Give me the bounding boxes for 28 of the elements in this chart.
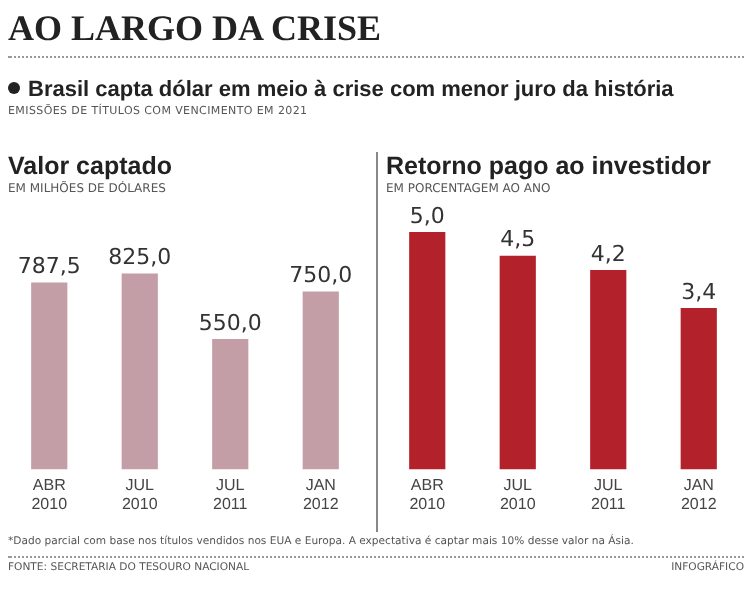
data-label: 4,2 [590,240,626,267]
text: Brasil capta dólar em meio à crise com menor juro da história [28,78,674,102]
x-tick-label: ABR 2010 [31,475,69,513]
text: AO LARGO DA CRISE [8,8,744,58]
data-label: 750,0 [289,262,353,289]
data-label: 787,5 [17,253,81,280]
bar [212,338,249,470]
bar [302,291,339,470]
data-label: 3,4 [681,278,717,305]
x-tick-label: JAN 2012 [302,475,340,513]
data-label: 5,0 [409,202,445,229]
bar [409,232,446,470]
x-tick-label: JAN 2012 [680,475,718,513]
bar [31,282,68,470]
x-tick-label: ABR 2010 [409,475,447,513]
bar [680,308,717,470]
chart-title: Retorno pago ao investidor [386,152,714,180]
data-label: 550,0 [198,309,262,336]
data-label: 4,5 [500,226,536,253]
chart-title: Valor captado [8,152,174,180]
x-tick-label: JUL 2010 [499,475,537,513]
bar [590,270,627,470]
x-tick-label: JUL 2011 [591,475,627,513]
bar [499,255,536,470]
x-tick-label: JUL 2010 [121,475,159,513]
bar [121,273,158,470]
data-label: 825,0 [108,244,172,271]
x-tick-label: JUL 2011 [213,475,249,513]
